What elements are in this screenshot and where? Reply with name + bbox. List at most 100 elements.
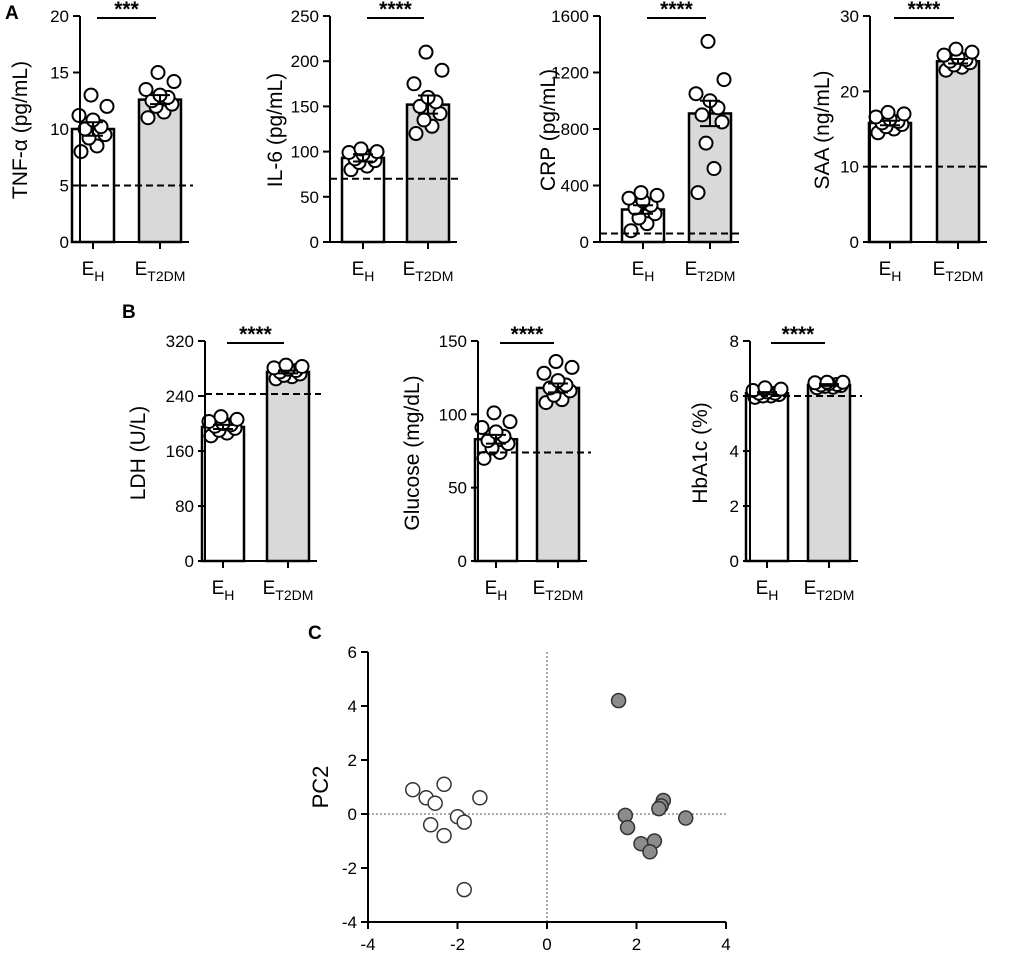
data-point: [690, 185, 706, 201]
y-tick-label: 50: [448, 479, 467, 498]
y-tick-label: 2: [730, 497, 739, 516]
bar-healthy: [867, 121, 913, 244]
x-category-label: ET2DM: [135, 259, 186, 284]
y-tick-label: 1600: [551, 7, 589, 26]
data-point: [649, 187, 665, 203]
data-point: [341, 145, 357, 161]
pca-point-t2dm: [651, 800, 667, 817]
x-category-label: ET2DM: [685, 259, 736, 284]
bar-chart-7: 0 2 4 6 8 EH ET2DM HbA1c (%) ****: [689, 323, 862, 603]
y-tick-label: 100: [439, 405, 467, 424]
y-tick-label: 0: [348, 805, 357, 824]
data-point: [688, 86, 704, 102]
bar-healthy: [200, 425, 246, 563]
y-tick-label: -2: [342, 859, 357, 878]
y-tick-label: 0: [730, 552, 739, 571]
data-point: [418, 44, 434, 60]
data-point: [896, 106, 912, 122]
x-category-label: ET2DM: [403, 259, 454, 284]
y-tick-label: 50: [300, 188, 319, 207]
y-tick-label: 8: [730, 332, 739, 351]
pca-point-healthy: [456, 814, 472, 830]
data-point: [294, 358, 310, 374]
pca-point-healthy: [436, 776, 452, 793]
data-point: [716, 72, 732, 88]
x-category-label: EH: [352, 259, 375, 284]
significance-label: ****: [782, 323, 816, 346]
bar-t2dm: [806, 383, 852, 563]
bar-chart-1: 0 5 10 15 20 EH ET2DM TNF-α (pg/mL) ***: [9, 0, 193, 284]
data-point: [140, 110, 156, 126]
x-category-label: EH: [632, 259, 655, 284]
y-tick-label: 5: [60, 177, 69, 196]
data-point: [353, 141, 369, 157]
significance-label: ***: [114, 0, 139, 21]
data-point: [773, 381, 789, 397]
data-point: [166, 74, 182, 90]
y-tick-label: 20: [840, 82, 859, 101]
data-point: [700, 33, 716, 49]
data-point: [536, 365, 552, 381]
y-tick-label: 1200: [551, 64, 589, 83]
y-axis-label: TNF-α (pg/mL): [9, 61, 32, 199]
data-point: [633, 185, 649, 201]
x-tick-label: 4: [721, 935, 730, 954]
x-category-subscript: T2DM: [697, 268, 735, 284]
data-point: [138, 81, 154, 97]
y-tick-label: 100: [291, 143, 319, 162]
data-point: [880, 104, 896, 120]
y-tick-label: 6: [348, 643, 357, 662]
data-point: [936, 47, 952, 63]
data-point: [948, 41, 964, 57]
x-category-label: EH: [756, 578, 779, 603]
data-point: [835, 374, 851, 390]
data-point: [434, 62, 450, 78]
y-tick-label: 320: [166, 332, 194, 351]
x-tick-label: 0: [542, 935, 551, 954]
y-tick-label: 0: [310, 233, 319, 252]
y-tick-label: 150: [439, 332, 467, 351]
data-point: [406, 76, 422, 92]
x-tick-label: -4: [360, 935, 375, 954]
x-category-label: EH: [82, 259, 105, 284]
data-point: [698, 135, 714, 151]
y-tick-label: -4: [342, 913, 357, 932]
pca-point-healthy: [427, 795, 443, 811]
x-category-subscript: T2DM: [415, 268, 453, 284]
y-tick-label: 2: [348, 751, 357, 770]
pca-point-t2dm: [642, 844, 658, 860]
x-category-label: ET2DM: [933, 259, 984, 284]
panel-label-a: A: [5, 3, 19, 24]
data-point: [621, 190, 637, 206]
bar-t2dm: [935, 59, 981, 244]
y-tick-label: 0: [60, 233, 69, 252]
y-tick-label: 0: [580, 233, 589, 252]
data-point: [486, 405, 502, 421]
significance-label: ****: [660, 0, 694, 21]
data-point: [99, 98, 115, 114]
x-tick-label: -2: [450, 935, 465, 954]
bar-t2dm: [687, 112, 733, 244]
x-category-subscript: H: [224, 587, 234, 603]
significance-label: ****: [239, 323, 273, 346]
data-point: [548, 354, 564, 370]
data-point: [408, 126, 424, 142]
x-category-subscript: T2DM: [147, 268, 185, 284]
data-point: [623, 223, 639, 239]
x-category-label: EH: [212, 578, 235, 603]
x-category-label: EH: [879, 259, 902, 284]
y-tick-label: 15: [50, 64, 69, 83]
data-point: [150, 65, 166, 80]
y-axis-label: LDH (U/L): [127, 406, 150, 501]
y-tick-label: 6: [730, 387, 739, 406]
y-tick-label: 800: [561, 120, 589, 139]
x-category-subscript: T2DM: [816, 587, 854, 603]
y-axis-label: CRP (pg/mL): [537, 69, 560, 191]
bar-chart-5: 0 80 160 240 320 EH ET2DM LDH (U/L) ****: [127, 323, 321, 603]
bar-healthy: [744, 392, 790, 563]
y-axis-label: PC2: [308, 766, 333, 809]
data-point: [229, 411, 245, 427]
x-category-subscript: H: [644, 268, 654, 284]
y-tick-label: 10: [840, 158, 859, 177]
significance-label: ****: [511, 323, 545, 346]
